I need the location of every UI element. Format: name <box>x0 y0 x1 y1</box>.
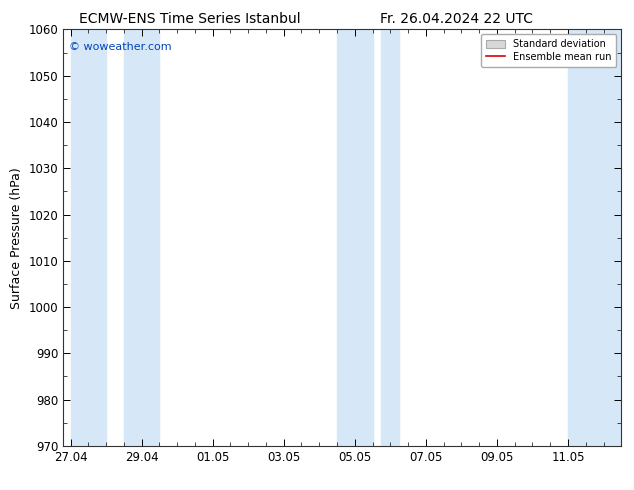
Bar <box>124 29 159 446</box>
Text: Fr. 26.04.2024 22 UTC: Fr. 26.04.2024 22 UTC <box>380 12 533 26</box>
Y-axis label: Surface Pressure (hPa): Surface Pressure (hPa) <box>10 167 23 309</box>
Text: ECMW-ENS Time Series Istanbul: ECMW-ENS Time Series Istanbul <box>79 12 301 26</box>
Bar <box>382 29 399 446</box>
Text: © woweather.com: © woweather.com <box>69 42 172 52</box>
Legend: Standard deviation, Ensemble mean run: Standard deviation, Ensemble mean run <box>481 34 616 67</box>
Bar <box>568 29 621 446</box>
Bar <box>337 29 373 446</box>
Bar <box>70 29 106 446</box>
